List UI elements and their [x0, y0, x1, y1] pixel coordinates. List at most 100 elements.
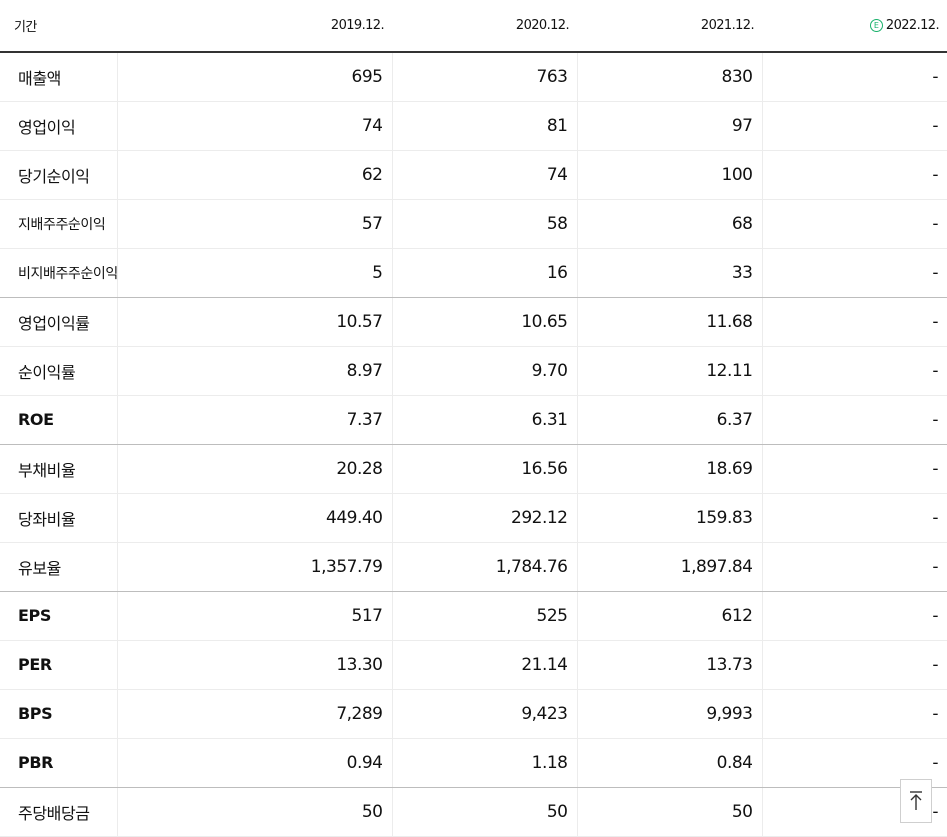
- row-label-dividend-per-share: 주당배당금: [0, 787, 117, 837]
- table-cell: 292.12: [391, 493, 577, 543]
- year-header-2022-estimate: E 2022.12.: [762, 0, 947, 53]
- table-cell: 159.83: [576, 493, 762, 543]
- table-cell: 74: [391, 150, 577, 200]
- arrow-up-to-top-icon: [910, 791, 922, 810]
- table-cell: 1,897.84: [576, 542, 762, 592]
- scroll-to-top-button[interactable]: [900, 779, 932, 823]
- row-label-roe: ROE: [0, 395, 117, 445]
- year-header-2021: 2021.12.: [577, 0, 762, 53]
- table-row: BPS 7,289 9,423 9,993 -: [0, 689, 947, 739]
- table-row: 부채비율 20.28 16.56 18.69 -: [0, 444, 947, 494]
- table-row: 영업이익률 10.57 10.65 11.68 -: [0, 297, 947, 347]
- table-cell: 12.11: [576, 346, 762, 396]
- table-row: 비지배주주순이익 5 16 33 -: [0, 248, 947, 298]
- table-cell: 50: [576, 787, 762, 837]
- table-cell: -: [761, 346, 947, 396]
- row-label-revenue: 매출액: [0, 52, 117, 102]
- table-cell: 6.31: [391, 395, 577, 445]
- table-cell: 517: [116, 591, 392, 641]
- table-cell: -: [761, 493, 947, 543]
- table-cell: 20.28: [116, 444, 392, 494]
- table-row: PER 13.30 21.14 13.73 -: [0, 640, 947, 690]
- table-cell: 449.40: [116, 493, 392, 543]
- table-cell: 1.18: [391, 738, 577, 788]
- row-label-reserve-ratio: 유보율: [0, 542, 117, 592]
- table-cell: 10.57: [116, 297, 392, 347]
- table-cell: 10.65: [391, 297, 577, 347]
- table-row: 지배주주순이익 57 58 68 -: [0, 199, 947, 249]
- table-cell: 8.97: [116, 346, 392, 396]
- estimate-badge-icon: E: [869, 19, 883, 32]
- table-cell: 50: [116, 787, 392, 837]
- row-label-net-income: 당기순이익: [0, 150, 117, 200]
- table-cell: -: [761, 52, 947, 102]
- table-cell: -: [761, 444, 947, 494]
- table-cell: 18.69: [576, 444, 762, 494]
- table-body: 매출액 695 763 830 - 영업이익 74 81 97 - 당기순이익 …: [0, 52, 947, 837]
- table-row: PBR 0.94 1.18 0.84 -: [0, 738, 947, 788]
- table-cell: 9,993: [576, 689, 762, 739]
- table-cell: 695: [116, 52, 392, 102]
- table-cell: 74: [116, 101, 392, 151]
- table-cell: -: [761, 591, 947, 641]
- row-label-eps: EPS: [0, 591, 117, 641]
- table-row: 영업이익 74 81 97 -: [0, 101, 947, 151]
- table-cell: 6.37: [576, 395, 762, 445]
- row-label-controlling-net-income: 지배주주순이익: [0, 199, 117, 249]
- table-cell: 763: [391, 52, 577, 102]
- table-cell: -: [761, 689, 947, 739]
- estimate-year-label: 2022.12.: [885, 18, 940, 33]
- table-cell: 7,289: [116, 689, 392, 739]
- year-header-2019: 2019.12.: [117, 0, 392, 53]
- table-row: ROE 7.37 6.31 6.37 -: [0, 395, 947, 445]
- table-cell: 97: [576, 101, 762, 151]
- row-label-debt-ratio: 부채비율: [0, 444, 117, 494]
- table-cell: 11.68: [576, 297, 762, 347]
- table-cell: 13.73: [576, 640, 762, 690]
- row-label-per: PER: [0, 640, 117, 690]
- table-cell: -: [761, 297, 947, 347]
- row-label-bps: BPS: [0, 689, 117, 739]
- table-cell: 612: [576, 591, 762, 641]
- table-cell: 525: [391, 591, 577, 641]
- table-cell: 16.56: [391, 444, 577, 494]
- table-cell: 9.70: [391, 346, 577, 396]
- table-cell: 830: [576, 52, 762, 102]
- table-cell: 7.37: [116, 395, 392, 445]
- table-row: 순이익률 8.97 9.70 12.11 -: [0, 346, 947, 396]
- table-cell: 81: [391, 101, 577, 151]
- table-row: 주당배당금 50 50 50 -: [0, 787, 947, 837]
- table-header-row: 기간 2019.12. 2020.12. 2021.12. E 2022.12.: [0, 0, 947, 53]
- table-row: 당좌비율 449.40 292.12 159.83 -: [0, 493, 947, 543]
- table-cell: -: [761, 248, 947, 298]
- row-label-quick-ratio: 당좌비율: [0, 493, 117, 543]
- table-cell: 21.14: [391, 640, 577, 690]
- table-row: 유보율 1,357.79 1,784.76 1,897.84 -: [0, 542, 947, 592]
- table-cell: -: [761, 101, 947, 151]
- table-cell: -: [761, 640, 947, 690]
- row-label-net-margin: 순이익률: [0, 346, 117, 396]
- table-cell: 13.30: [116, 640, 392, 690]
- table-row: 당기순이익 62 74 100 -: [0, 150, 947, 200]
- row-label-pbr: PBR: [0, 738, 117, 788]
- table-cell: 100: [576, 150, 762, 200]
- row-label-operating-profit: 영업이익: [0, 101, 117, 151]
- table-cell: 62: [116, 150, 392, 200]
- table-cell: 16: [391, 248, 577, 298]
- table-cell: 0.94: [116, 738, 392, 788]
- table-row: EPS 517 525 612 -: [0, 591, 947, 641]
- row-label-operating-margin: 영업이익률: [0, 297, 117, 347]
- table-cell: -: [761, 395, 947, 445]
- table-cell: 50: [391, 787, 577, 837]
- table-cell: 5: [116, 248, 392, 298]
- table-cell: 9,423: [391, 689, 577, 739]
- table-cell: 1,784.76: [391, 542, 577, 592]
- table-cell: 68: [576, 199, 762, 249]
- table-row: 매출액 695 763 830 -: [0, 52, 947, 102]
- table-cell: 33: [576, 248, 762, 298]
- table-cell: 58: [391, 199, 577, 249]
- table-cell: -: [761, 150, 947, 200]
- table-cell: 0.84: [576, 738, 762, 788]
- table-cell: 57: [116, 199, 392, 249]
- table-cell: -: [761, 542, 947, 592]
